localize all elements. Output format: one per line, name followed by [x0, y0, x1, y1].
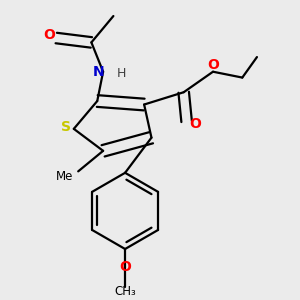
Text: N: N	[93, 65, 105, 79]
Text: Me: Me	[56, 170, 74, 183]
Text: H: H	[116, 67, 126, 80]
Text: CH₃: CH₃	[114, 285, 136, 298]
Text: O: O	[207, 58, 219, 72]
Text: O: O	[190, 117, 201, 131]
Text: O: O	[43, 28, 55, 42]
Text: S: S	[61, 120, 71, 134]
Text: O: O	[119, 260, 131, 274]
